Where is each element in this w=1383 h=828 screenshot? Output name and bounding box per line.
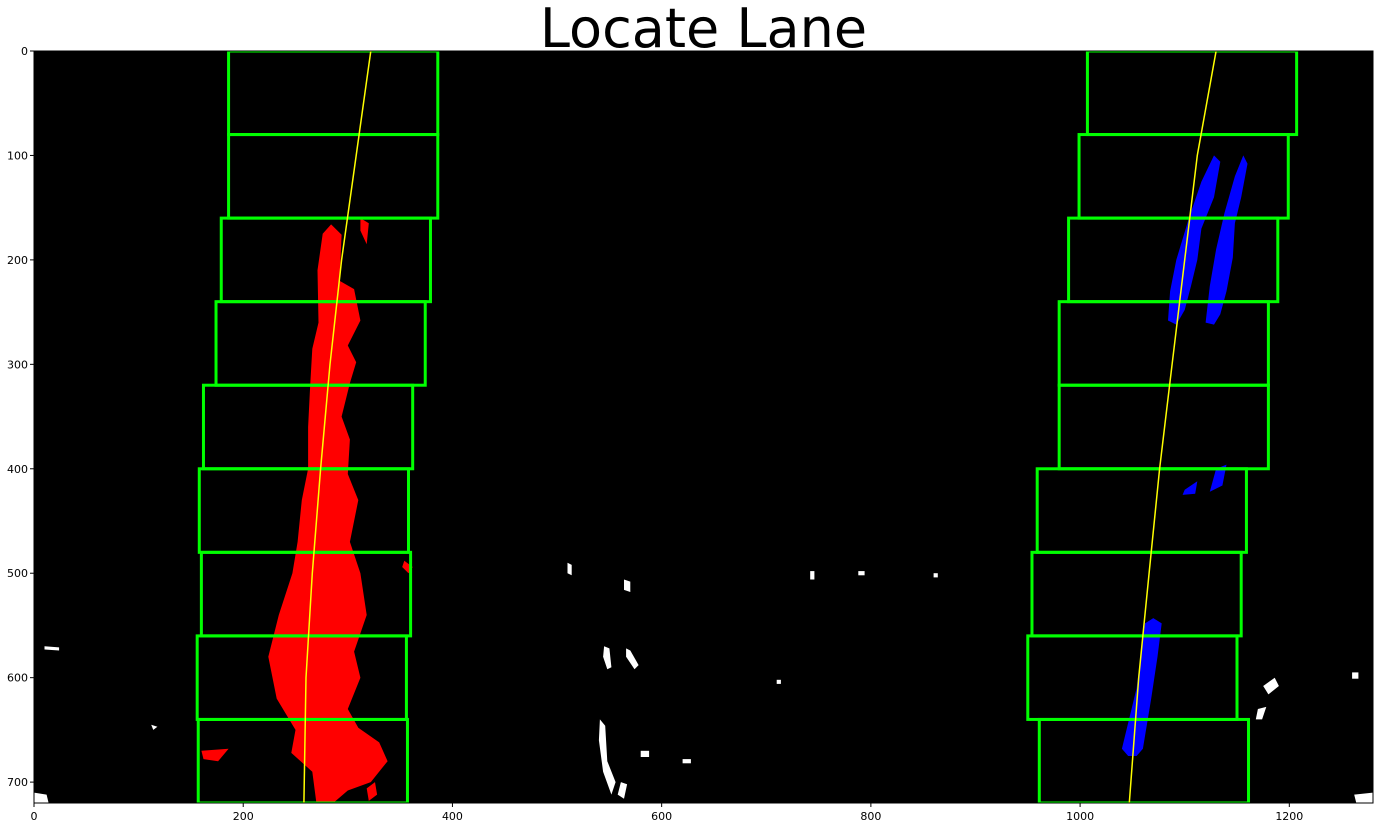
noise-pixel-14	[34, 792, 49, 803]
y-tick-label-700: 700	[7, 776, 28, 789]
noise-pixel-0	[567, 562, 572, 576]
noise-pixel-3	[598, 719, 616, 795]
x-tick-label-0: 0	[31, 810, 38, 823]
y-tick-label-200: 200	[7, 254, 28, 267]
x-tick-label-200: 200	[233, 810, 254, 823]
x-tick-label-1200: 1200	[1275, 810, 1303, 823]
axes: 0 200 400 600 800 1000 1200 0 100 200 300 400 500 600…	[7, 45, 1374, 823]
noise-pixel-18	[776, 679, 781, 684]
right-lane-pixels-3	[1182, 481, 1198, 495]
noise-pixel-6	[624, 579, 631, 592]
y-tick-label-0: 0	[21, 45, 28, 58]
left-lane-pixels-3	[366, 782, 378, 801]
noise-pixel-5	[640, 750, 650, 757]
y-tick-label-300: 300	[7, 358, 28, 371]
chart-title: Locate Lane	[539, 0, 868, 60]
noise-pixel-8	[858, 571, 865, 576]
noise-pixel-11	[1263, 677, 1279, 695]
left-lane-pixels-1	[360, 218, 369, 245]
noise-pixel-2	[626, 648, 639, 670]
plot-content	[34, 51, 1373, 803]
noise-pixel-17	[151, 724, 158, 730]
plot-area	[34, 51, 1373, 803]
y-tick-label-500: 500	[7, 567, 28, 580]
x-tick-label-800: 800	[860, 810, 881, 823]
right-lane-pixels-4	[1209, 464, 1227, 492]
noise-pixel-4	[617, 782, 628, 799]
noise-pixel-16	[44, 646, 60, 651]
left-lane-pixels-0	[268, 224, 388, 803]
x-tick-label-600: 600	[651, 810, 672, 823]
noise-pixel-7	[810, 571, 815, 580]
right-lane-pixels-1	[1168, 155, 1221, 325]
left-lane-pixels-2	[201, 748, 229, 762]
noise-pixel-10	[682, 759, 691, 764]
noise-pixel-1	[603, 646, 612, 670]
right-lane-pixels-0	[1121, 618, 1162, 756]
noise-pixel-15	[1354, 792, 1373, 803]
x-tick-label-400: 400	[442, 810, 463, 823]
right-lane-pixels-2	[1205, 155, 1248, 325]
plot-background	[34, 51, 1373, 803]
left-window-8	[196, 717, 409, 803]
left-fit-line	[303, 51, 372, 803]
noise-pixel-9	[933, 573, 938, 578]
right-window-8	[1037, 717, 1251, 803]
right-fit-line	[1128, 51, 1217, 803]
y-tick-label-100: 100	[7, 149, 28, 162]
noise-pixel-13	[1352, 672, 1359, 679]
plot-frame	[33, 50, 1374, 804]
y-tick-label-400: 400	[7, 463, 28, 476]
x-tick-label-1000: 1000	[1066, 810, 1094, 823]
noise-pixel-12	[1255, 706, 1267, 720]
y-tick-label-600: 600	[7, 672, 28, 685]
